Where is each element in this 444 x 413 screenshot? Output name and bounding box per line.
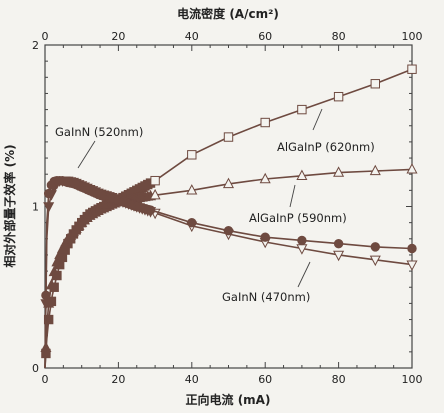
algainp-620nm-point [187,150,197,160]
algainp-590nm-point [51,255,63,267]
y-tick-label: 2 [32,39,39,52]
tick-layer: 0 20 40 60 80 100 0 20 40 60 80 100 0 1 2 [32,30,423,386]
annotation-algainp-590: AlGaInP (590nm) [249,211,347,225]
gainn-520nm-point [145,205,156,215]
algainp-590nm-point [56,242,68,254]
gainn-520nm-point [260,232,270,242]
top-tick-label: 60 [258,30,272,43]
algainp-620nm-point [150,175,160,186]
algainp-620nm-point [260,117,270,128]
gainn-520nm-point [43,188,54,199]
top-tick-label: 80 [332,30,346,43]
leader-gainn-520 [77,140,96,169]
top-axis-title: 电流密度 (A/cm²) [177,6,279,21]
algainp-590nm-point [333,166,345,177]
top-tick-label: 100 [402,30,423,43]
gainn-470nm-point [406,260,418,271]
gainn-520nm-point [223,226,234,236]
x-tick-label: 60 [258,373,272,386]
annotation-gainn-520: GaInN (520nm) [55,125,143,139]
algainp-620nm-point [223,132,234,142]
x-tick-label: 20 [111,373,125,386]
series-line-algainp-620nm [44,68,413,369]
series-layer [40,64,418,369]
annotation-leaders [77,108,323,288]
algainp-590nm-point [369,164,381,176]
algainp-590nm-point [186,184,198,195]
algainp-620nm-point [370,79,381,89]
gainn-520nm-point [187,217,197,228]
x-tick-label: 0 [42,373,49,386]
x-tick-label: 100 [402,373,423,386]
series-algainp-590nm [40,163,418,369]
algainp-590nm-point [45,278,57,290]
gainn-520nm-point [407,243,417,254]
y-tick-label: 0 [32,362,39,375]
gainn-520nm-point [370,242,380,252]
leader-algainp-590 [289,184,296,208]
algainp-620nm-point [333,91,344,102]
annotation-gainn-470: GaInN (470nm) [222,290,310,304]
top-tick-label: 20 [111,30,125,43]
y-axis-title: 相对外部量子效率 (%) [2,144,17,267]
top-tick-label: 40 [185,30,199,43]
annotation-algainp-620: AlGaInP (620nm) [277,140,375,154]
algainp-590nm-point [259,172,271,184]
algainp-590nm-point [149,188,161,200]
algainp-620nm-point [43,314,54,325]
gainn-520nm-point [41,290,51,301]
algainp-590nm-point [54,248,66,260]
gainn-520nm-point [297,235,307,246]
gainn-470nm-point [369,255,381,267]
algainp-620nm-point [407,64,417,74]
leader-algainp-620 [312,108,323,131]
gainn-470nm-point [333,250,345,262]
series-gainn-520nm [41,175,417,369]
gainn-520nm-point [333,238,344,249]
x-tick-label: 80 [332,373,346,386]
x-axis-title: 正向电流 (mA) [186,392,271,407]
algainp-620nm-point [297,104,307,115]
x-tick-label: 40 [185,373,199,386]
algainp-590nm-point [296,169,308,181]
leader-gainn-470 [297,261,311,288]
algainp-590nm-point [406,163,418,174]
y-tick-label: 1 [32,201,39,214]
top-tick-label: 0 [42,30,49,43]
algainp-590nm-point [222,177,235,189]
algainp-590nm-point [48,265,60,277]
